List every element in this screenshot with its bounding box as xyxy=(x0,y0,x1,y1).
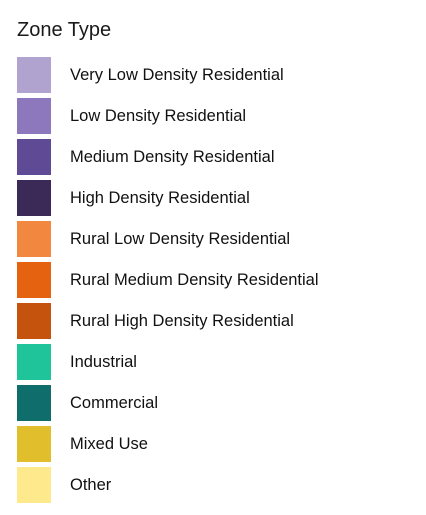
rural-high-density-residential-swatch xyxy=(17,302,51,339)
legend-item-other: Other xyxy=(17,464,417,505)
legend-item-low-density-residential: Low Density Residential xyxy=(17,95,417,136)
rural-low-density-residential-swatch xyxy=(17,220,51,257)
mixed-use-swatch xyxy=(17,425,51,462)
legend-item-commercial: Commercial xyxy=(17,382,417,423)
legend-item-label: Low Density Residential xyxy=(70,106,247,125)
other-swatch xyxy=(17,466,51,503)
commercial-swatch xyxy=(17,384,51,421)
legend-item-label: Commercial xyxy=(70,393,159,412)
legend-item-rural-low-density-residential: Rural Low Density Residential xyxy=(17,218,417,259)
industrial-swatch xyxy=(17,343,51,380)
high-density-residential-swatch xyxy=(17,179,51,216)
legend-item-label: Rural High Density Residential xyxy=(70,311,294,330)
very-low-density-residential-swatch xyxy=(17,56,51,93)
legend-item-medium-density-residential: Medium Density Residential xyxy=(17,136,417,177)
legend-item-rural-high-density-residential: Rural High Density Residential xyxy=(17,300,417,341)
legend-items: Very Low Density Residential Low Density… xyxy=(17,54,417,505)
rural-medium-density-residential-swatch xyxy=(17,261,51,298)
legend-item-label: Medium Density Residential xyxy=(70,147,275,166)
legend-item-high-density-residential: High Density Residential xyxy=(17,177,417,218)
legend-item-label: Other xyxy=(70,475,112,494)
medium-density-residential-swatch xyxy=(17,138,51,175)
legend-item-label: Industrial xyxy=(70,352,137,371)
low-density-residential-swatch xyxy=(17,97,51,134)
legend-item-rural-medium-density-residential: Rural Medium Density Residential xyxy=(17,259,417,300)
legend-item-mixed-use: Mixed Use xyxy=(17,423,417,464)
legend-item-label: Very Low Density Residential xyxy=(70,65,284,84)
legend-item-industrial: Industrial xyxy=(17,341,417,382)
legend-item-label: Rural Medium Density Residential xyxy=(70,270,319,289)
legend-item-label: Mixed Use xyxy=(70,434,148,453)
legend-item-label: High Density Residential xyxy=(70,188,250,207)
legend-item-very-low-density-residential: Very Low Density Residential xyxy=(17,54,417,95)
legend-item-label: Rural Low Density Residential xyxy=(70,229,291,248)
legend-title: Zone Type xyxy=(17,19,112,41)
